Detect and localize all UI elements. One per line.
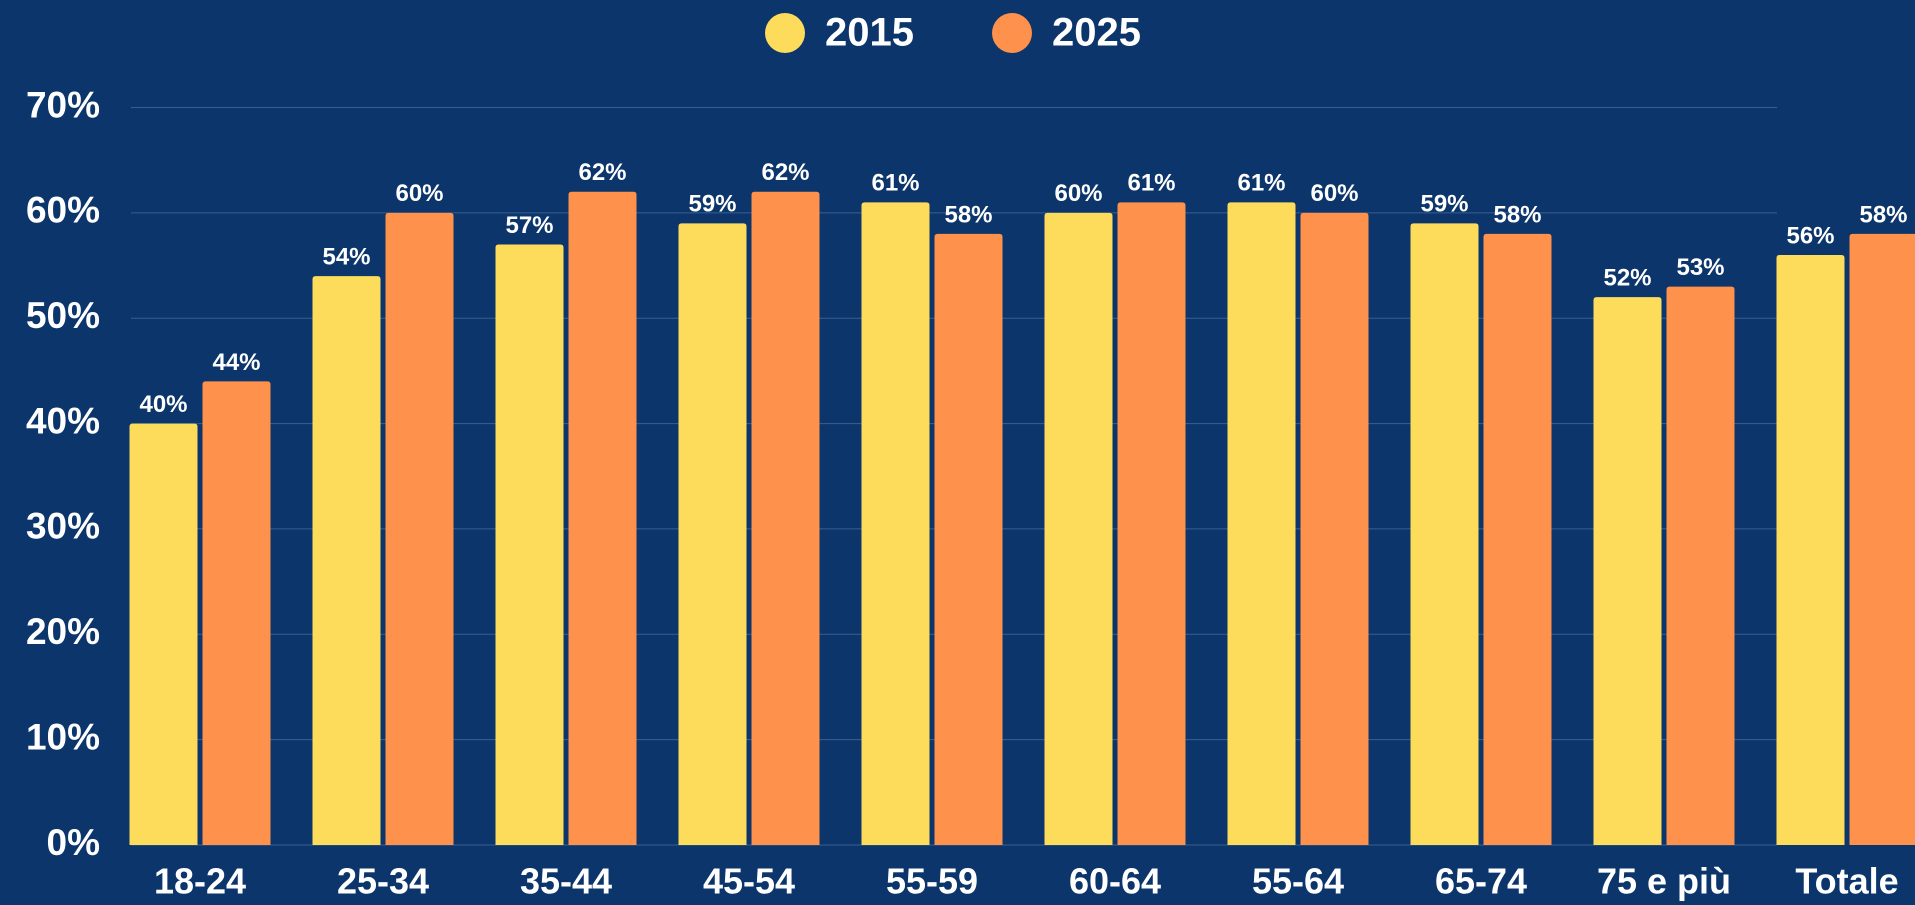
- data-label: 40%: [139, 391, 187, 418]
- legend-label: 2025: [1052, 11, 1141, 55]
- data-label: 44%: [212, 349, 260, 376]
- data-label: 61%: [1127, 170, 1175, 197]
- y-tick-label: 20%: [26, 611, 100, 652]
- bar: [678, 223, 747, 846]
- bar: [1044, 212, 1113, 845]
- bar: [385, 212, 454, 845]
- data-label: 60%: [1054, 180, 1102, 207]
- x-tick-label: 35-44: [520, 861, 612, 902]
- x-tick-label: 45-54: [703, 861, 795, 902]
- bar: [861, 202, 930, 846]
- y-tick-label: 30%: [26, 506, 100, 547]
- data-label: 61%: [871, 170, 919, 197]
- data-label: 59%: [1420, 191, 1468, 218]
- x-tick-label: 55-64: [1252, 861, 1344, 902]
- data-label: 59%: [688, 191, 736, 218]
- bar: [1300, 212, 1369, 845]
- bar: [495, 244, 564, 845]
- bar: [1593, 297, 1662, 846]
- bar: [1227, 202, 1296, 846]
- bar: [1776, 255, 1845, 845]
- bar: [1483, 233, 1552, 845]
- x-tick-label: 25-34: [337, 861, 429, 902]
- x-tick-label: 65-74: [1435, 861, 1527, 902]
- bar: [1849, 233, 1915, 845]
- x-tick-label: 75 e più: [1597, 861, 1731, 902]
- data-label: 52%: [1603, 264, 1651, 291]
- bar: [751, 191, 820, 846]
- data-label: 62%: [761, 159, 809, 186]
- x-tick-label: Totale: [1795, 861, 1898, 902]
- legend-marker: [992, 13, 1032, 53]
- bar: [1410, 223, 1479, 846]
- bar: [568, 191, 637, 846]
- y-tick-label: 40%: [26, 400, 100, 441]
- data-label: 56%: [1786, 222, 1834, 249]
- data-label: 60%: [1310, 180, 1358, 207]
- data-label: 54%: [322, 243, 370, 270]
- y-tick-label: 60%: [26, 190, 100, 231]
- bar: [934, 233, 1003, 845]
- data-label: 57%: [505, 212, 553, 239]
- y-tick-label: 10%: [26, 716, 100, 757]
- y-tick-label: 0%: [47, 822, 100, 863]
- bar: [129, 423, 198, 845]
- y-tick-label: 50%: [26, 295, 100, 336]
- bar: [1666, 286, 1735, 845]
- data-label: 61%: [1237, 170, 1285, 197]
- x-tick-label: 60-64: [1069, 861, 1161, 902]
- data-label: 53%: [1676, 254, 1724, 281]
- legend-marker: [765, 13, 805, 53]
- bar: [312, 276, 381, 846]
- y-tick-label: 70%: [26, 84, 100, 125]
- legend-label: 2015: [825, 11, 914, 55]
- data-label: 62%: [578, 159, 626, 186]
- data-label: 58%: [944, 201, 992, 228]
- data-label: 58%: [1859, 201, 1907, 228]
- bar: [1117, 202, 1186, 846]
- x-tick-label: 18-24: [154, 861, 246, 902]
- data-label: 58%: [1493, 201, 1541, 228]
- data-label: 60%: [395, 180, 443, 207]
- bar: [202, 381, 271, 845]
- x-tick-label: 55-59: [886, 861, 978, 902]
